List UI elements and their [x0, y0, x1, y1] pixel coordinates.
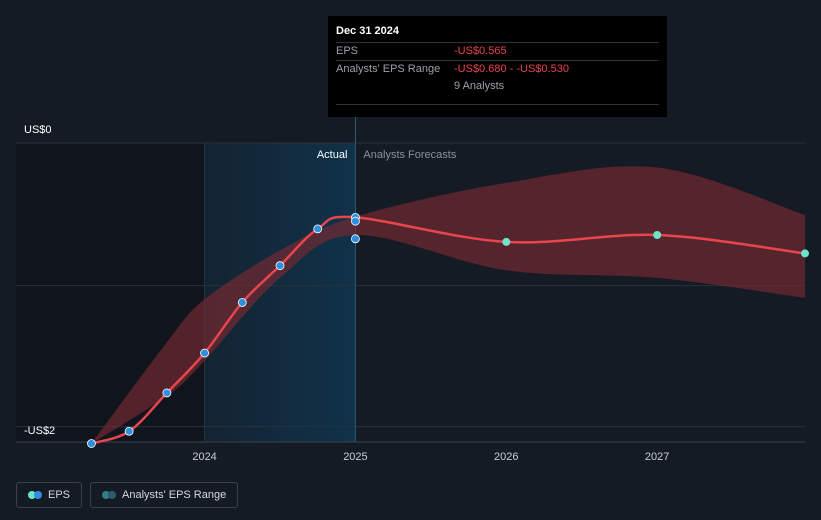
eps-point-8: [351, 216, 360, 226]
eps-point-5: [275, 261, 285, 271]
legend-range-label: Analysts' EPS Range: [122, 489, 227, 501]
x-tick-2024: 2024: [192, 451, 216, 463]
y-axis-bottom-label: -US$2: [24, 425, 55, 437]
x-tick-2025: 2025: [343, 451, 367, 463]
actual-label: Actual: [317, 149, 348, 161]
x-tick-2026: 2026: [494, 451, 518, 463]
eps-point-6: [313, 224, 323, 234]
eps-point-0: [87, 439, 96, 448]
tooltip-eps-value: -US$0.565: [454, 45, 507, 57]
tooltip-date: Dec 31 2024: [336, 25, 399, 37]
eps-point-4: [237, 298, 247, 307]
eps-point-10: [502, 237, 511, 246]
eps-point-2: [162, 388, 172, 398]
eps-point-11: [653, 231, 662, 239]
range-legend-icon: [102, 491, 117, 499]
eps-point-3: [200, 348, 209, 358]
tooltip-divider: [336, 104, 659, 105]
eps-point-1: [124, 426, 134, 436]
x-tick-2027: 2027: [645, 451, 669, 463]
tooltip-analysts-count: 9 Analysts: [454, 80, 505, 92]
eps-legend-icon: [28, 491, 42, 499]
tooltip-eps-label: EPS: [336, 45, 359, 57]
eps-point-9: [351, 234, 360, 244]
history-background: [16, 143, 205, 442]
y-axis-top-label: US$0: [24, 124, 52, 136]
tooltip-analysts-spacer: [336, 78, 454, 95]
eps-tooltip: Dec 31 2024 EPS -US$0.565 Analysts' EPS …: [328, 16, 667, 117]
forecast-label: Analysts Forecasts: [363, 149, 456, 161]
tooltip-range-label: Analysts' EPS Range: [336, 63, 441, 75]
legend-eps-button[interactable]: EPS: [16, 482, 83, 508]
legend-eps-label: EPS: [48, 489, 71, 501]
chart-legend: EPS Analysts' EPS Range: [16, 482, 239, 508]
eps-point-12: [801, 249, 809, 258]
legend-range-button[interactable]: Analysts' EPS Range: [90, 482, 239, 508]
tooltip-range-value: -US$0.680 - -US$0.530: [454, 63, 569, 75]
